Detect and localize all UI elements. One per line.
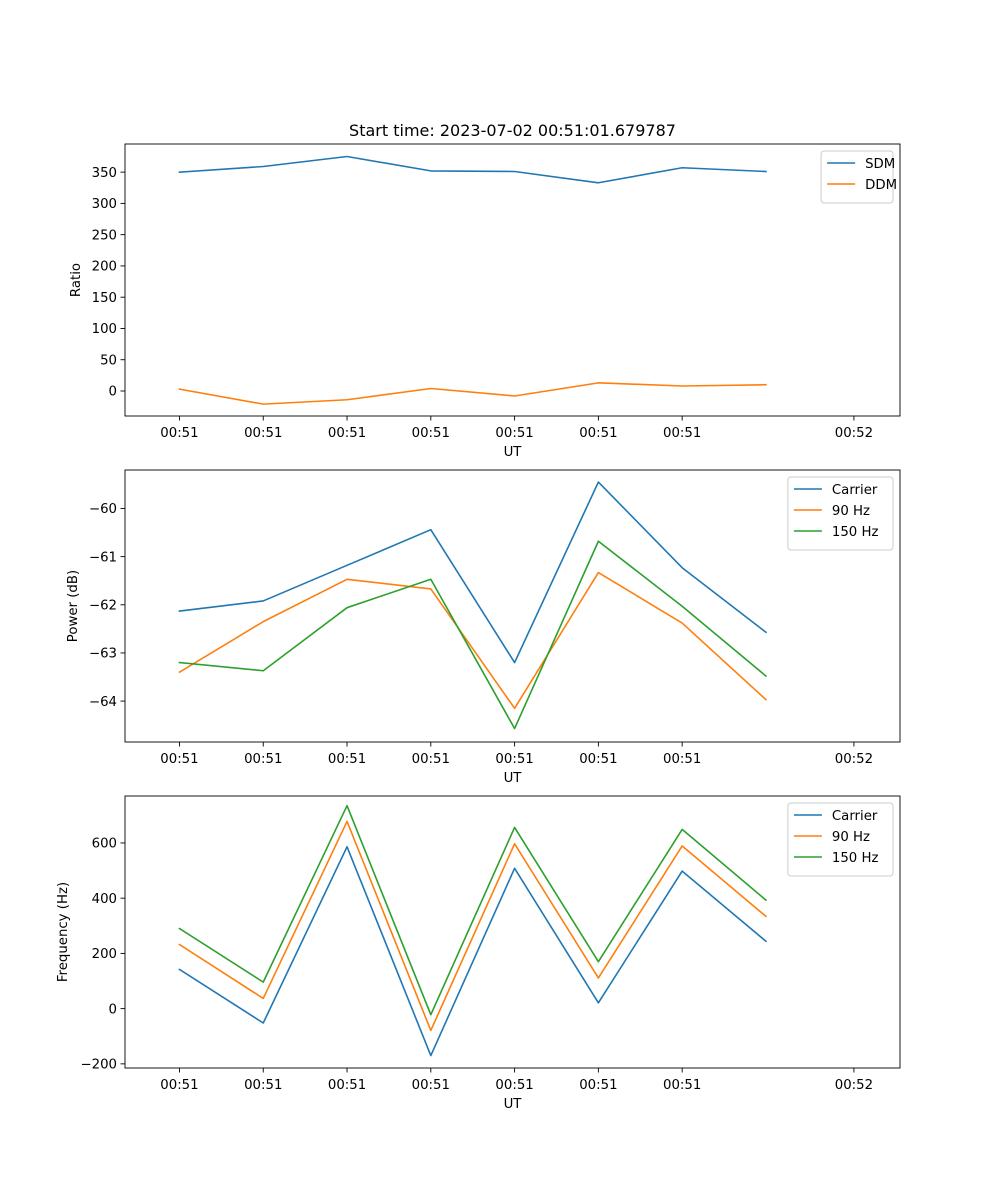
x-tick-label: 00:51 (412, 752, 450, 767)
x-tick-label: 00:51 (495, 1078, 533, 1093)
axes-frame (124, 143, 901, 417)
x-axis-label: UT (504, 445, 523, 460)
x-tick-label: 00:51 (160, 426, 198, 441)
legend-label: 150 Hz (832, 851, 879, 866)
y-tick-label: −61 (89, 550, 117, 565)
y-tick-label: −63 (89, 647, 117, 662)
legend-label: SDM (865, 157, 895, 172)
x-axis-label: UT (504, 771, 523, 786)
series-line-carrier (178, 846, 768, 1057)
legend: SDM DDM (820, 150, 897, 204)
y-tick-label: 600 (92, 837, 117, 852)
x-tick-label: 00:51 (663, 1078, 701, 1093)
legend-label: 90 Hz (832, 830, 870, 845)
series-line-carrier (178, 481, 768, 664)
legend-label: Carrier (832, 809, 878, 824)
x-tick-label: 00:51 (412, 426, 450, 441)
x-tick-label: 00:51 (579, 426, 617, 441)
legend-label: 90 Hz (832, 504, 870, 519)
legend: Carrier 90 Hz 150 Hz (787, 476, 894, 551)
x-tick-label: 00:51 (328, 1078, 366, 1093)
y-tick-label: 50 (100, 353, 117, 368)
x-tick-label: 00:51 (244, 1078, 282, 1093)
series-line-90-hz (178, 571, 768, 710)
series-line-150-hz (178, 804, 768, 1016)
x-tick-label: 00:51 (244, 752, 282, 767)
chart-2: −64 −63 −62 −61 −60 00:51 00:51 00:51 00:51 00:51… (66, 469, 901, 786)
series-line-90-hz (178, 820, 768, 1032)
y-axis-label: Ratio (69, 263, 84, 297)
x-tick-label: 00:51 (579, 1078, 617, 1093)
x-tick-label: 00:51 (328, 752, 366, 767)
y-tick-label: 300 (92, 197, 117, 212)
y-axis-label: Power (dB) (66, 570, 81, 642)
y-tick-label: 150 (92, 291, 117, 306)
x-tick-label: 00:51 (160, 1078, 198, 1093)
y-tick-label: 0 (109, 385, 117, 400)
axes-frame (124, 469, 901, 743)
y-tick-label: 350 (92, 166, 117, 181)
x-tick-label: 00:51 (244, 426, 282, 441)
legend-label: 150 Hz (832, 525, 879, 540)
y-tick-label: −62 (89, 598, 117, 613)
y-tick-label: 200 (92, 947, 117, 962)
x-axis-label: UT (504, 1097, 523, 1112)
x-tick-label: 00:51 (328, 426, 366, 441)
y-tick-label: 0 (109, 1002, 117, 1017)
x-tick-label: 00:51 (160, 752, 198, 767)
chart-title: Start time: 2023-07-02 00:51:01.679787 (349, 121, 676, 140)
series-line-ddm (178, 382, 767, 405)
axes-frame (124, 795, 901, 1069)
x-tick-label: 00:51 (579, 752, 617, 767)
x-tick-label: 00:51 (663, 426, 701, 441)
chart-1: 0 50 100 150 200 250 300 350 00:51 00:51 00:51 00:5… (69, 143, 901, 460)
y-tick-label: 100 (92, 322, 117, 337)
x-tick-label: 00:51 (495, 752, 533, 767)
x-tick-label: 00:52 (835, 752, 873, 767)
y-axis-label: Frequency (Hz) (56, 882, 71, 982)
chart-3: −200 0 200 400 600 00:51 00:51 00:51 00:51 00:51 0… (56, 795, 901, 1112)
y-tick-label: −60 (89, 502, 117, 517)
x-tick-label: 00:51 (663, 752, 701, 767)
y-tick-label: 250 (92, 228, 117, 243)
legend-box (820, 150, 894, 204)
y-tick-label: −64 (89, 695, 117, 710)
x-tick-label: 00:52 (835, 1078, 873, 1093)
x-tick-label: 00:51 (495, 426, 533, 441)
legend-label: Carrier (832, 483, 878, 498)
y-tick-label: 200 (92, 260, 117, 275)
series-line-sdm (178, 155, 767, 184)
x-tick-label: 00:52 (835, 426, 873, 441)
series-line-150-hz (178, 540, 768, 730)
y-tick-label: −200 (80, 1058, 117, 1073)
y-tick-label: 400 (92, 892, 117, 907)
x-tick-label: 00:51 (412, 1078, 450, 1093)
legend-label: DDM (865, 178, 897, 193)
legend: Carrier 90 Hz 150 Hz (787, 802, 894, 877)
